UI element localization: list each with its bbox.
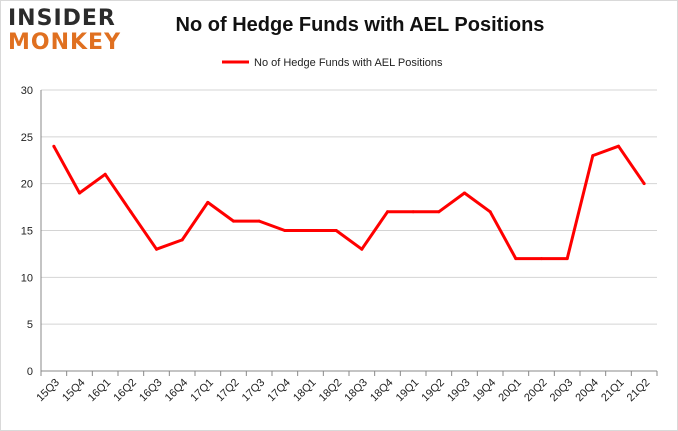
x-tick-label: 18Q2 xyxy=(317,377,345,405)
axes xyxy=(40,90,658,376)
x-tick-label: 18Q4 xyxy=(368,377,396,405)
data-point xyxy=(463,191,466,195)
y-tick-label: 15 xyxy=(21,226,33,238)
x-tick-label: 17Q3 xyxy=(240,377,268,405)
legend-label: No of Hedge Funds with AEL Positions xyxy=(254,57,443,69)
legend: No of Hedge Funds with AEL Positions xyxy=(222,57,443,69)
data-point xyxy=(309,229,312,232)
x-tick-label: 16Q3 xyxy=(137,377,165,405)
y-tick-label: 30 xyxy=(21,85,33,97)
x-tick-label: 17Q1 xyxy=(188,377,216,405)
x-tick-label: 21Q1 xyxy=(599,377,627,405)
data-point xyxy=(514,257,518,261)
data-point xyxy=(283,229,287,232)
data-point xyxy=(180,238,184,242)
data-point xyxy=(257,219,261,223)
x-tick-label: 20Q2 xyxy=(522,377,550,405)
logo-line-1: INSIDER xyxy=(8,6,116,31)
x-tick-label: 19Q1 xyxy=(394,377,422,405)
data-point xyxy=(411,210,415,214)
data-point xyxy=(437,210,441,214)
data-point xyxy=(386,210,389,214)
data-point xyxy=(52,144,56,148)
x-tick-label: 17Q4 xyxy=(265,377,293,405)
y-tick-label: 25 xyxy=(21,132,33,144)
chart-title: No of Hedge Funds with AEL Positions xyxy=(175,14,545,36)
y-tick-label: 20 xyxy=(21,179,33,191)
y-tick-label: 5 xyxy=(27,319,33,331)
data-point xyxy=(591,154,595,158)
logo-line-2: MONKEY xyxy=(8,30,122,55)
x-tick-label: 20Q3 xyxy=(548,377,576,405)
series-line xyxy=(52,144,646,261)
y-tick-label: 0 xyxy=(27,366,33,378)
x-tick-label: 17Q2 xyxy=(214,377,242,405)
data-point xyxy=(565,257,569,261)
x-tick-labels: 15Q315Q416Q116Q216Q316Q417Q117Q217Q317Q4… xyxy=(34,377,652,405)
x-tick-label: 16Q1 xyxy=(86,377,114,405)
x-tick-label: 18Q1 xyxy=(291,377,319,405)
y-tick-labels: 0 5 10 15 20 25 30 xyxy=(21,85,33,378)
data-point xyxy=(78,191,81,195)
x-tick-label: 16Q2 xyxy=(111,377,139,405)
insider-monkey-logo: INSIDER MONKEY xyxy=(8,6,128,56)
data-point xyxy=(488,210,492,214)
y-tick-label: 10 xyxy=(21,272,33,284)
data-point xyxy=(540,257,543,261)
gridlines xyxy=(41,89,657,325)
series-lines xyxy=(52,144,646,261)
data-point xyxy=(642,182,646,186)
x-tick-label: 19Q2 xyxy=(419,377,447,405)
data-point xyxy=(334,229,338,232)
x-tick-label: 19Q4 xyxy=(471,377,499,405)
x-tick-label: 20Q1 xyxy=(496,377,524,405)
x-tick-label: 16Q4 xyxy=(163,377,191,405)
x-tick-label: 15Q4 xyxy=(60,377,88,405)
data-point xyxy=(129,210,133,214)
data-point xyxy=(206,200,210,204)
x-tick-label: 18Q3 xyxy=(342,377,370,405)
x-tick-label: 20Q4 xyxy=(573,377,601,405)
data-point xyxy=(360,247,364,251)
data-point xyxy=(155,247,158,251)
data-point xyxy=(103,172,107,176)
x-tick-label: 15Q3 xyxy=(34,377,62,405)
data-point xyxy=(232,219,235,223)
data-point xyxy=(617,144,620,148)
x-tick-label: 21Q2 xyxy=(625,377,653,405)
x-tick-label: 19Q3 xyxy=(445,377,473,405)
